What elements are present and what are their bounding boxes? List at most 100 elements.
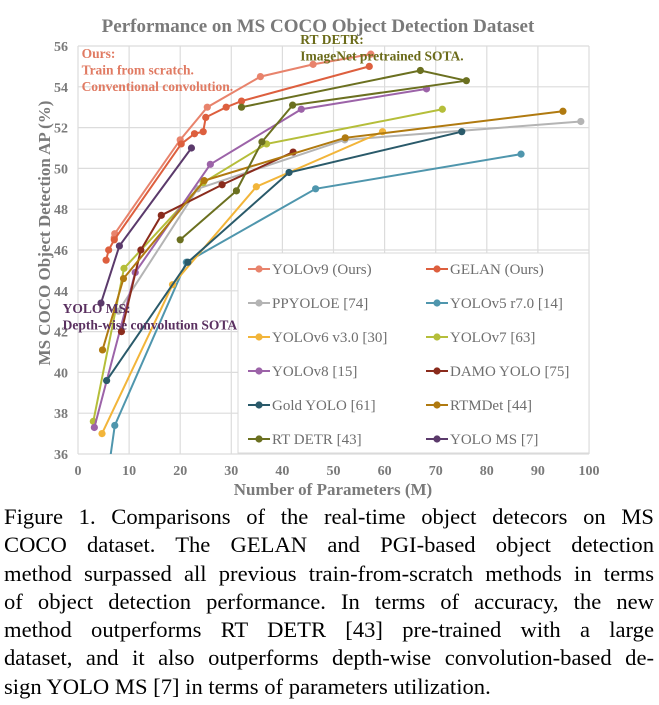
y-tick-label: 50 <box>54 162 68 177</box>
legend-label: YOLOv6 v3.0 [30] <box>272 330 387 346</box>
caption-line: method outperforms RT DETR [43] pre-trai… <box>4 617 654 643</box>
legend-label: RTMDet [44] <box>450 398 532 414</box>
data-point <box>285 168 293 177</box>
data-point <box>365 62 373 70</box>
legend-item: Gold YOLO [61] <box>248 398 376 414</box>
x-axis-label: Number of Parameters (M) <box>234 480 432 499</box>
line-chart: Performance on MS COCO Object Detection … <box>35 16 600 499</box>
legend-swatch-marker <box>433 299 441 307</box>
legend-item: YOLOv8 [15] <box>248 364 357 380</box>
legend-label: YOLOv5 r7.0 [14] <box>450 296 563 312</box>
caption-line: dataset, and it also outperforms depth-w… <box>4 645 654 671</box>
data-point <box>517 150 525 158</box>
x-tick-label: 100 <box>579 464 600 479</box>
legend-label: Gold YOLO [61] <box>272 398 376 414</box>
data-point <box>187 144 196 152</box>
series-gold-yolo-61 <box>103 128 466 385</box>
data-point <box>237 97 246 105</box>
legend-label: YOLOv7 [63] <box>450 330 535 346</box>
legend-swatch-marker <box>433 367 441 375</box>
data-point <box>119 274 128 283</box>
data-point <box>176 236 184 244</box>
legend-item: YOLOv5 r7.0 [14] <box>426 296 563 312</box>
data-point <box>202 113 210 121</box>
legend-label: YOLOv8 [15] <box>272 364 357 380</box>
series-yolo-ms-7 <box>97 144 196 307</box>
legend-swatch-marker <box>255 299 263 307</box>
legend-item: PPYOLOE [74] <box>248 296 368 312</box>
data-point <box>341 134 349 142</box>
legend-swatch-marker <box>255 435 263 443</box>
annotation-line: ImageNet pretrained SOTA. <box>300 48 463 63</box>
data-point <box>206 160 214 168</box>
chart-container: Performance on MS COCO Object Detection … <box>35 16 600 499</box>
legend-swatch-marker <box>433 401 441 409</box>
x-tick-label: 30 <box>224 464 238 479</box>
data-point <box>289 101 297 109</box>
chart-title: Performance on MS COCO Object Detection … <box>102 16 535 37</box>
legend-item: RTMDet [44] <box>426 398 532 414</box>
x-tick-label: 20 <box>173 464 187 479</box>
annotation-line: YOLO MS: <box>63 301 131 316</box>
data-point <box>256 73 265 81</box>
legend-item: YOLO MS [7] <box>426 432 538 448</box>
legend-swatch-marker <box>255 333 263 341</box>
y-tick-label: 46 <box>54 244 68 259</box>
data-point <box>200 177 208 185</box>
series-line <box>105 65 370 261</box>
legend-item: YOLOv6 v3.0 [30] <box>248 330 387 346</box>
data-point <box>190 130 199 138</box>
caption-line: sign YOLO MS [7] in terms of parameters … <box>4 673 491 699</box>
data-point <box>222 103 230 111</box>
rtdetr-note: RT DETR:ImageNet pretrained SOTA. <box>300 32 463 64</box>
y-tick-label: 44 <box>54 285 68 300</box>
x-tick-label: 10 <box>122 464 136 479</box>
legend-swatch-marker <box>255 401 263 409</box>
x-tick-label: 0 <box>75 464 82 479</box>
data-point <box>559 107 567 115</box>
data-point <box>102 256 110 264</box>
caption-line: method surpassed all previous train-from… <box>4 560 654 586</box>
data-point <box>98 430 106 438</box>
figure-caption: Figure 1. Comparisons of the real-time o… <box>4 503 654 701</box>
legend-item: DAMO YOLO [75] <box>426 364 569 380</box>
x-tick-label: 90 <box>531 464 545 479</box>
data-point <box>297 105 305 113</box>
ours-note: Ours: Train from scratch.Conventional con… <box>82 46 234 94</box>
caption-line: COCO dataset. The GELAN and PGI-based ob… <box>4 532 654 558</box>
y-tick-label: 48 <box>54 203 68 218</box>
legend-item: YOLOv9 (Ours) <box>248 262 372 278</box>
data-point <box>416 66 424 75</box>
annotation-line: Train from scratch. <box>82 63 194 78</box>
legend-item: YOLOv7 [63] <box>426 330 535 346</box>
x-tick-label: 70 <box>429 464 443 479</box>
annotation-line: Ours: <box>82 46 116 61</box>
data-point <box>177 140 185 148</box>
annotations: Ours: Train from scratch.Conventional con… <box>63 32 464 333</box>
x-tick-label: 40 <box>275 464 289 479</box>
y-tick-label: 40 <box>54 366 68 381</box>
data-point <box>438 105 446 113</box>
x-tick-label: 80 <box>480 464 494 479</box>
data-point <box>105 246 113 254</box>
legend-label: RT DETR [43] <box>272 432 362 448</box>
data-point <box>117 328 126 336</box>
legend-label: YOLO MS [7] <box>450 432 538 448</box>
data-point <box>137 246 145 254</box>
y-tick-label: 36 <box>54 448 68 463</box>
legend-swatch-marker <box>433 265 441 273</box>
caption-line: of object detection performance. In term… <box>4 588 654 614</box>
y-axis-label: MS COCO Object Detection AP (%) <box>35 101 54 366</box>
series-lines <box>89 50 585 454</box>
data-point <box>98 346 107 354</box>
data-point <box>103 376 111 385</box>
legend: YOLOv9 (Ours) GELAN (Ours) PPYOLOE [74] YOL… <box>237 252 590 454</box>
data-point <box>367 50 375 58</box>
legend-box <box>237 252 590 454</box>
legend-label: YOLOv9 (Ours) <box>272 262 372 278</box>
y-tick-label: 56 <box>54 40 68 55</box>
legend-swatch-marker <box>433 435 441 443</box>
series-rt-detr-43 <box>176 66 470 244</box>
data-point <box>312 185 320 193</box>
series-rtmdet-44 <box>98 107 567 354</box>
